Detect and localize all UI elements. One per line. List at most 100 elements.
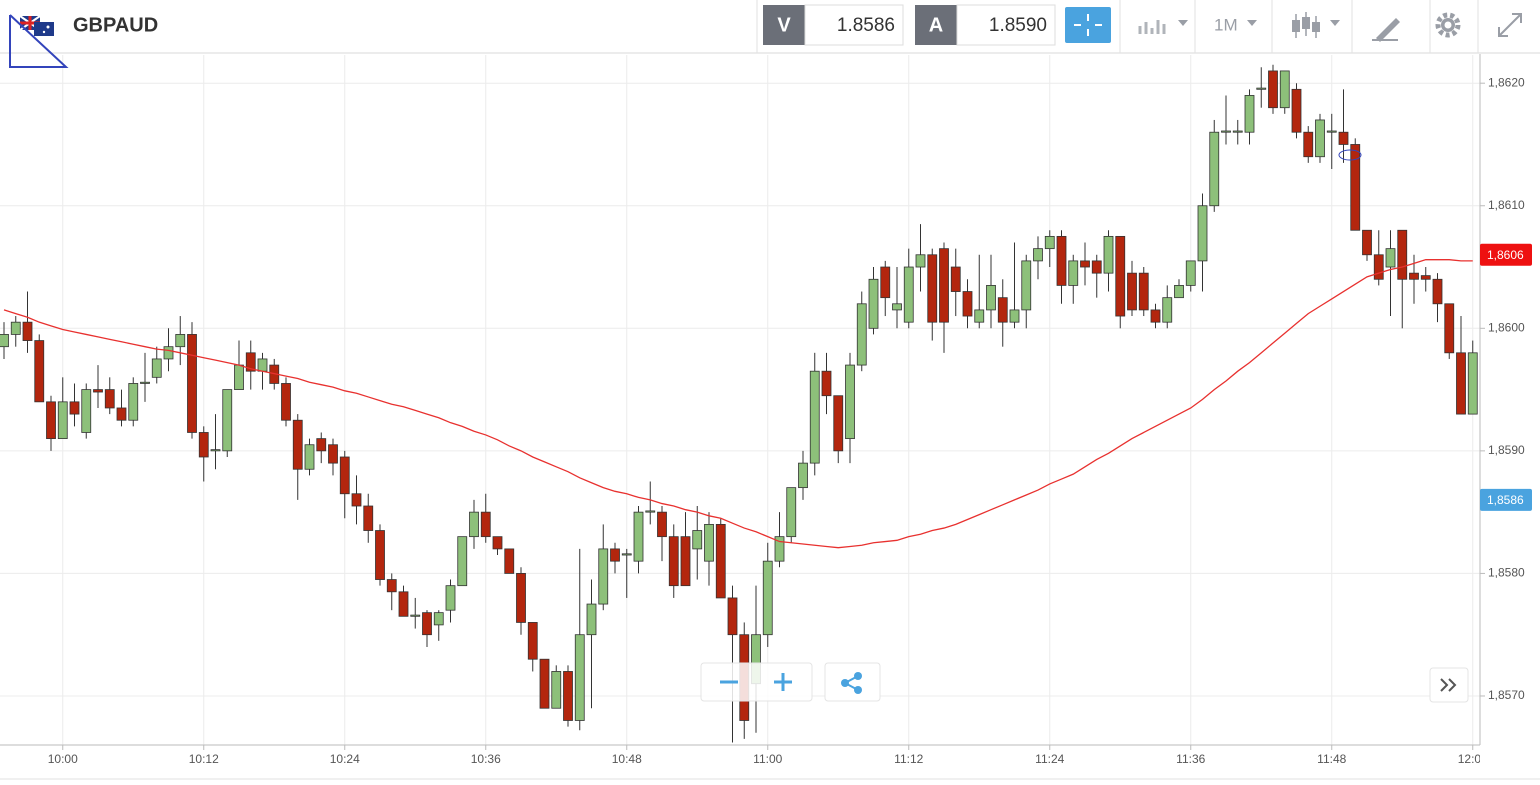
candle-body xyxy=(46,401,56,440)
candle-body xyxy=(1256,87,1267,90)
candle-body xyxy=(175,334,186,348)
candle-body xyxy=(198,432,209,458)
candle-body xyxy=(586,603,597,636)
settings-button[interactable] xyxy=(1435,12,1461,38)
candle-body xyxy=(1185,260,1196,286)
candle-body xyxy=(774,536,785,562)
bid-tag-label: 1,8586 xyxy=(1487,493,1524,507)
candle-body xyxy=(469,511,479,538)
candle-body xyxy=(516,573,526,623)
candle-body xyxy=(128,383,139,421)
candle-body xyxy=(598,548,609,605)
candle-body xyxy=(1232,130,1243,133)
fullscreen-button[interactable] xyxy=(1498,13,1522,37)
candle-body xyxy=(1326,130,1337,133)
candle-body xyxy=(574,634,585,721)
candle-body xyxy=(1409,272,1419,280)
candle-body xyxy=(786,487,797,538)
candle-body xyxy=(1044,235,1055,250)
y-tick-label: 1,8570 xyxy=(1488,688,1525,702)
candle-body xyxy=(34,340,45,403)
y-axis: 1,8570 1,8580 1,8590 1,8600 1,8610 1,8620 1,86… xyxy=(1480,75,1532,702)
candle-body xyxy=(539,658,550,709)
candle-body xyxy=(1385,248,1396,268)
candle-body xyxy=(892,303,902,311)
candle-body xyxy=(1209,131,1220,207)
candle-body xyxy=(504,548,515,574)
candle-body xyxy=(962,291,973,317)
candle-body xyxy=(375,530,385,580)
candle-body xyxy=(1127,272,1137,311)
candle-body xyxy=(645,510,656,513)
candle-body xyxy=(950,266,961,292)
candle-body xyxy=(845,364,855,440)
y-tick-label: 1,8600 xyxy=(1488,320,1525,334)
sell-label: V xyxy=(777,14,791,36)
share-button[interactable] xyxy=(824,662,881,702)
candle-body xyxy=(551,671,562,709)
candle-body xyxy=(492,536,503,550)
candle-body xyxy=(680,536,691,587)
header: GBPAUD V 1.8586 A 1.8590 1M xyxy=(0,0,1540,68)
candle-body xyxy=(351,493,362,507)
candle-body xyxy=(433,612,444,626)
candle-body xyxy=(1432,278,1443,305)
draw-button[interactable] xyxy=(1372,18,1400,42)
bid-tag xyxy=(1480,488,1532,511)
candle-body xyxy=(563,671,573,721)
scroll-end-button[interactable] xyxy=(1429,667,1469,703)
candle-body xyxy=(1456,352,1466,415)
x-tick-label: 10:36 xyxy=(471,752,501,766)
chart-type-button[interactable] xyxy=(1138,20,1188,34)
candle-body xyxy=(1279,70,1290,109)
timeframe-button[interactable]: 1M xyxy=(1214,15,1257,34)
candle-body xyxy=(234,364,244,390)
candle-body xyxy=(140,381,150,384)
candle-body xyxy=(715,523,726,599)
candle-body xyxy=(527,622,538,660)
candle-body xyxy=(151,358,162,378)
candle-body xyxy=(410,614,421,617)
x-tick-label: 10:12 xyxy=(189,752,219,766)
zoom-in-button[interactable] xyxy=(774,673,792,691)
candle-body xyxy=(304,444,315,470)
candle-body xyxy=(997,297,1008,323)
x-tick-label: 11:12 xyxy=(894,752,923,766)
x-tick-label: 11:24 xyxy=(1035,752,1064,766)
x-tick-label: 12:00 xyxy=(1458,752,1488,766)
candle-body xyxy=(292,419,303,470)
candle-body xyxy=(1315,119,1325,158)
buy-button[interactable] xyxy=(915,5,957,45)
candle-body xyxy=(1150,309,1161,323)
candle-body xyxy=(339,456,350,495)
moving-average-tag-label: 1,8606 xyxy=(1487,248,1524,262)
sell-button[interactable] xyxy=(763,5,805,45)
candle-body xyxy=(974,309,985,323)
candle-body xyxy=(610,548,620,562)
candle-body xyxy=(1350,144,1361,231)
crosshair-button[interactable] xyxy=(1065,7,1111,43)
candle-body xyxy=(1009,309,1020,323)
candle-body xyxy=(833,395,844,452)
candle-body xyxy=(903,266,914,323)
candle-body xyxy=(281,383,291,421)
moving-average-tag xyxy=(1480,243,1532,266)
candle-body xyxy=(1056,235,1067,286)
candle-body xyxy=(727,597,738,636)
candle-style-button[interactable] xyxy=(1292,12,1340,38)
x-axis: 10:00 10:12 10:24 10:36 10:48 11:00 11:12 11:24… xyxy=(48,745,1488,766)
candle-body xyxy=(915,254,926,268)
candle-body xyxy=(1221,130,1231,133)
candle-body xyxy=(93,389,103,393)
candle-body xyxy=(116,407,127,421)
x-tick-label: 11:00 xyxy=(753,752,782,766)
x-tick-label: 11:48 xyxy=(1317,752,1346,766)
candle-body xyxy=(1444,303,1455,354)
x-tick-label: 10:48 xyxy=(612,752,642,766)
candle-body xyxy=(1397,229,1408,280)
candle-body xyxy=(57,401,68,440)
candle-body xyxy=(210,449,221,452)
candle-body xyxy=(657,511,667,538)
